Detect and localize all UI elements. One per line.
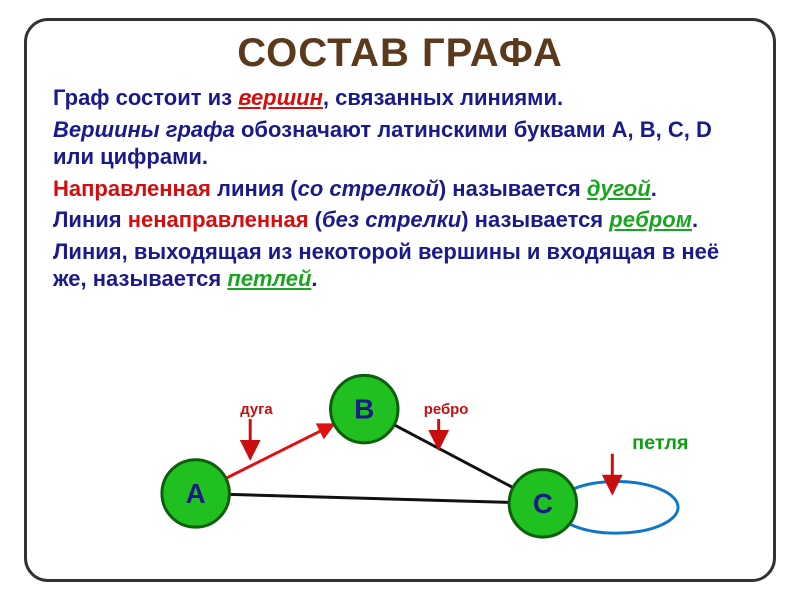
p5-c: . bbox=[311, 266, 317, 291]
node-label-b: В bbox=[354, 394, 374, 425]
key-edge: ребром bbox=[609, 207, 692, 232]
p5-a: Линия, выходящая из некоторой вершины и … bbox=[53, 239, 719, 292]
diagram-label: петля bbox=[632, 432, 688, 454]
p3-c: со стрелкой bbox=[298, 176, 439, 201]
paragraph-4: Линия ненаправленная (без стрелки) назыв… bbox=[53, 206, 747, 234]
p4-c: ( bbox=[309, 207, 322, 232]
plain-edge bbox=[394, 425, 513, 488]
node-label-c: С bbox=[533, 488, 553, 519]
p1-c: , связанных линиями. bbox=[323, 85, 563, 110]
p4-d: без стрелки bbox=[322, 207, 461, 232]
p1-a: Граф состоит из bbox=[53, 85, 238, 110]
key-loop: петлей bbox=[227, 266, 311, 291]
slide-title: СОСТАВ ГРАФА bbox=[53, 31, 747, 76]
node-label-a: А bbox=[186, 478, 206, 509]
p4-a: Линия bbox=[53, 207, 128, 232]
node-b bbox=[331, 375, 398, 442]
loop-edge bbox=[555, 482, 678, 534]
node-c bbox=[509, 470, 576, 537]
node-a bbox=[162, 460, 229, 527]
p3-a: Направленная bbox=[53, 176, 211, 201]
p4-g: . bbox=[692, 207, 698, 232]
p3-b: линия ( bbox=[211, 176, 298, 201]
p2-d: или цифрами. bbox=[53, 144, 208, 169]
paragraph-3: Направленная линия (со стрелкой) называе… bbox=[53, 175, 747, 203]
p4-e: ) называется bbox=[461, 207, 609, 232]
arc-edge bbox=[226, 424, 334, 478]
p4-b: ненаправленная bbox=[128, 207, 309, 232]
p2-b: обозначают латинскими буквами bbox=[235, 117, 612, 142]
paragraph-2: Вершины графа обозначают латинскими букв… bbox=[53, 116, 747, 171]
slide-border: СОСТАВ ГРАФА Граф состоит из вершин, свя… bbox=[24, 18, 776, 582]
plain-edge bbox=[229, 494, 509, 502]
diagram-label: дуга bbox=[240, 402, 273, 418]
p2-a: Вершины графа bbox=[53, 117, 235, 142]
key-arc: дугой bbox=[587, 176, 651, 201]
p2-c: А, В, С, D bbox=[612, 117, 712, 142]
p3-d: ) называется bbox=[439, 176, 587, 201]
paragraph-1: Граф состоит из вершин, связанных линиям… bbox=[53, 84, 747, 112]
paragraph-5: Линия, выходящая из некоторой вершины и … bbox=[53, 238, 747, 293]
diagram-label: ребро bbox=[424, 402, 469, 418]
key-vertex: вершин bbox=[238, 85, 323, 110]
p3-f: . bbox=[651, 176, 657, 201]
